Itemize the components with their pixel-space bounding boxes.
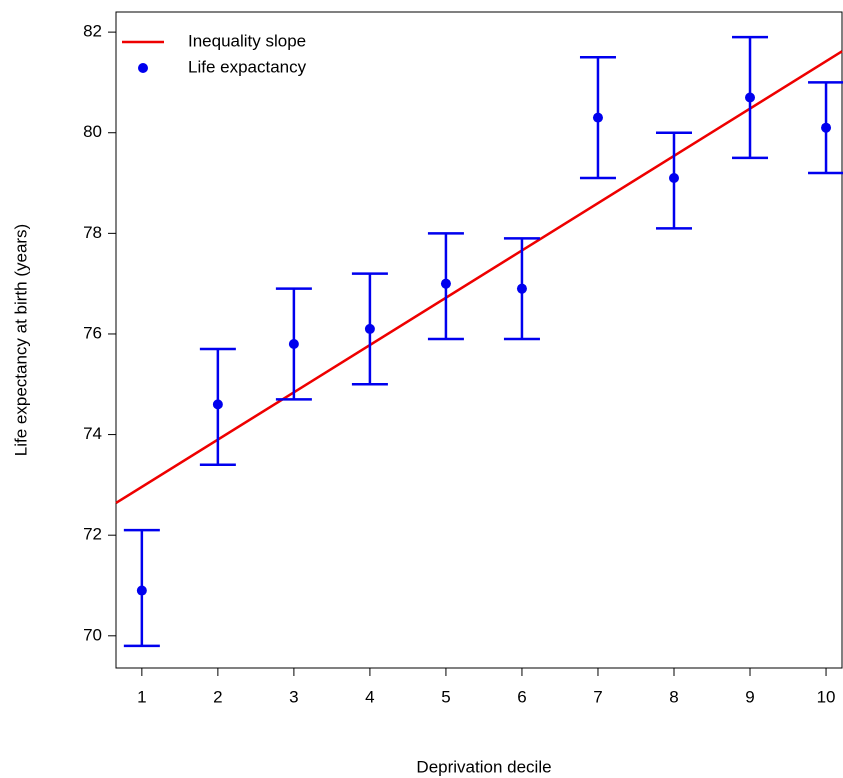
data-point [364,323,375,334]
data-point [745,92,756,103]
legend-label: Inequality slope [188,31,306,50]
x-tick-label: 6 [517,687,526,706]
data-point [288,339,299,350]
x-tick-label: 10 [817,687,836,706]
x-axis-label: Deprivation decile [416,757,551,776]
x-tick-label: 7 [593,687,602,706]
y-tick-label: 80 [83,122,102,141]
x-tick-label: 1 [137,687,146,706]
x-tick-label: 5 [441,687,450,706]
y-tick-label: 74 [83,424,102,443]
data-point [592,112,603,123]
fit-line [115,50,843,505]
data-point [440,278,451,289]
data-point [136,585,147,596]
legend-label: Life expactancy [188,57,307,76]
data-point [821,122,832,133]
data-point [212,399,223,410]
x-tick-label: 3 [289,687,298,706]
data-point [516,283,527,294]
x-tick-label: 4 [365,687,374,706]
x-tick-label: 2 [213,687,222,706]
y-tick-label: 78 [83,223,102,242]
x-tick-label: 9 [745,687,754,706]
y-axis-label: Life expectancy at birth (years) [11,224,30,456]
x-tick-label: 8 [669,687,678,706]
y-tick-label: 76 [83,323,102,342]
legend-swatch [138,63,148,73]
plot-frame [115,11,843,669]
data-point [668,173,679,184]
y-tick-label: 72 [83,525,102,544]
y-tick-label: 70 [83,625,102,644]
y-tick-label: 82 [83,22,102,41]
